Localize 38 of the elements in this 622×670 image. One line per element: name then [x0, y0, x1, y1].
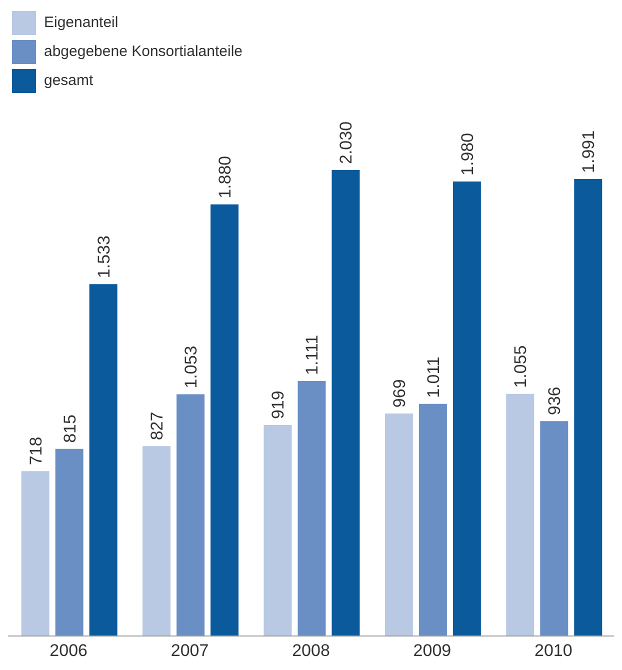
data-label: 1.011	[424, 356, 443, 398]
legend-label: abgegebene Konsortialanteile	[44, 43, 242, 60]
legend-label: gesamt	[44, 72, 94, 89]
bar	[506, 394, 534, 636]
data-label: 1.980	[458, 132, 477, 176]
bar	[418, 404, 447, 636]
x-tick-label: 2009	[413, 641, 452, 660]
bar	[298, 380, 326, 636]
bar	[332, 170, 360, 636]
x-tick-label: 2010	[534, 641, 572, 660]
bar	[384, 414, 413, 636]
bar	[540, 421, 568, 636]
data-label: 1.111	[302, 334, 322, 375]
data-label: 2.030	[336, 121, 356, 164]
legend-label: Eigenanteil	[44, 14, 118, 31]
data-label: 718	[26, 436, 46, 466]
x-tick-label: 2008	[292, 641, 330, 660]
bar	[89, 284, 118, 636]
data-label: 919	[268, 390, 288, 420]
bar	[176, 394, 205, 636]
data-label: 1.533	[94, 236, 114, 278]
data-label: 1.053	[182, 346, 201, 388]
bar	[21, 471, 50, 636]
bar	[210, 204, 239, 636]
x-tick-label: 2006	[50, 641, 88, 660]
data-label: 969	[390, 379, 409, 408]
data-label: 1.991	[579, 130, 598, 173]
data-label: 815	[60, 414, 80, 443]
data-label: 1.880	[216, 156, 235, 198]
data-label: 1.055	[511, 345, 530, 388]
bar	[142, 446, 171, 636]
bar	[452, 181, 481, 636]
data-label: 936	[545, 386, 564, 416]
x-tick-label: 2007	[170, 641, 209, 660]
data-label: 827	[148, 412, 167, 440]
bar	[55, 448, 84, 636]
bar	[574, 178, 602, 636]
bar	[264, 425, 292, 636]
